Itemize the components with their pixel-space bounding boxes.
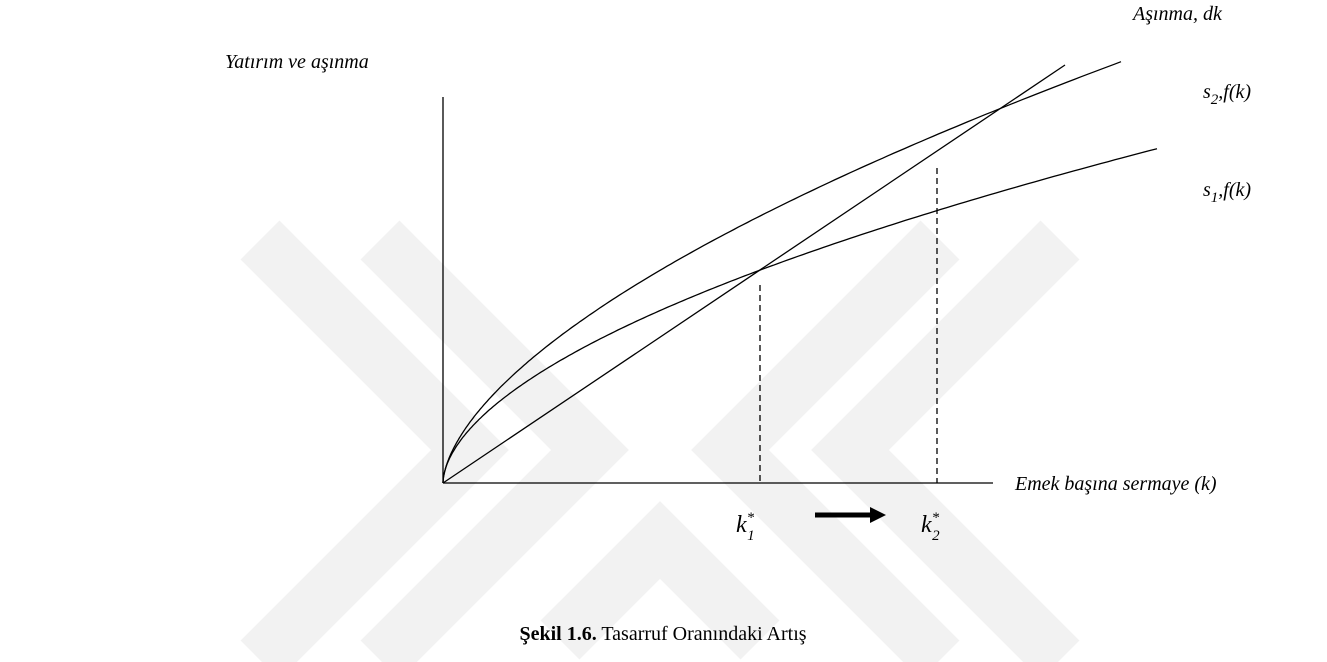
s2-curve bbox=[442, 61, 1122, 483]
k2-sup: * bbox=[932, 510, 940, 526]
s1-curve bbox=[442, 148, 1158, 483]
k1-sup: * bbox=[747, 510, 755, 526]
x-axis-label: Emek başına sermaye (k) bbox=[1014, 473, 1217, 495]
arrow-head bbox=[870, 507, 886, 523]
s1-sub: 1 bbox=[1211, 190, 1219, 206]
watermark bbox=[240, 220, 1080, 662]
k1-base: k bbox=[736, 512, 747, 538]
s1-rest: ,f(k) bbox=[1218, 179, 1251, 201]
k1-sub: 1 bbox=[747, 528, 755, 544]
caption: Şekil 1.6. Tasarruf Oranındaki Artış bbox=[519, 623, 806, 645]
s1-label: s1,f(k) bbox=[1203, 179, 1251, 206]
s2-base: s bbox=[1203, 81, 1211, 103]
caption-number: Şekil 1.6. bbox=[519, 623, 596, 645]
s2-rest: ,f(k) bbox=[1218, 81, 1251, 103]
s2-label: s2,f(k) bbox=[1203, 81, 1251, 108]
depreciation-label: Aşınma, dk bbox=[1131, 3, 1223, 25]
depreciation-line bbox=[442, 64, 1066, 484]
y-axis-label: Yatırım ve aşınma bbox=[225, 51, 369, 73]
s1-base: s bbox=[1203, 179, 1211, 201]
k2-label: k* 2 bbox=[921, 510, 940, 544]
k2-base: k bbox=[921, 512, 932, 538]
k2-sub: 2 bbox=[932, 528, 940, 544]
caption-text: Tasarruf Oranındaki Artış bbox=[597, 623, 807, 645]
k1-label: k* 1 bbox=[736, 510, 755, 544]
s2-sub: 2 bbox=[1211, 92, 1219, 108]
